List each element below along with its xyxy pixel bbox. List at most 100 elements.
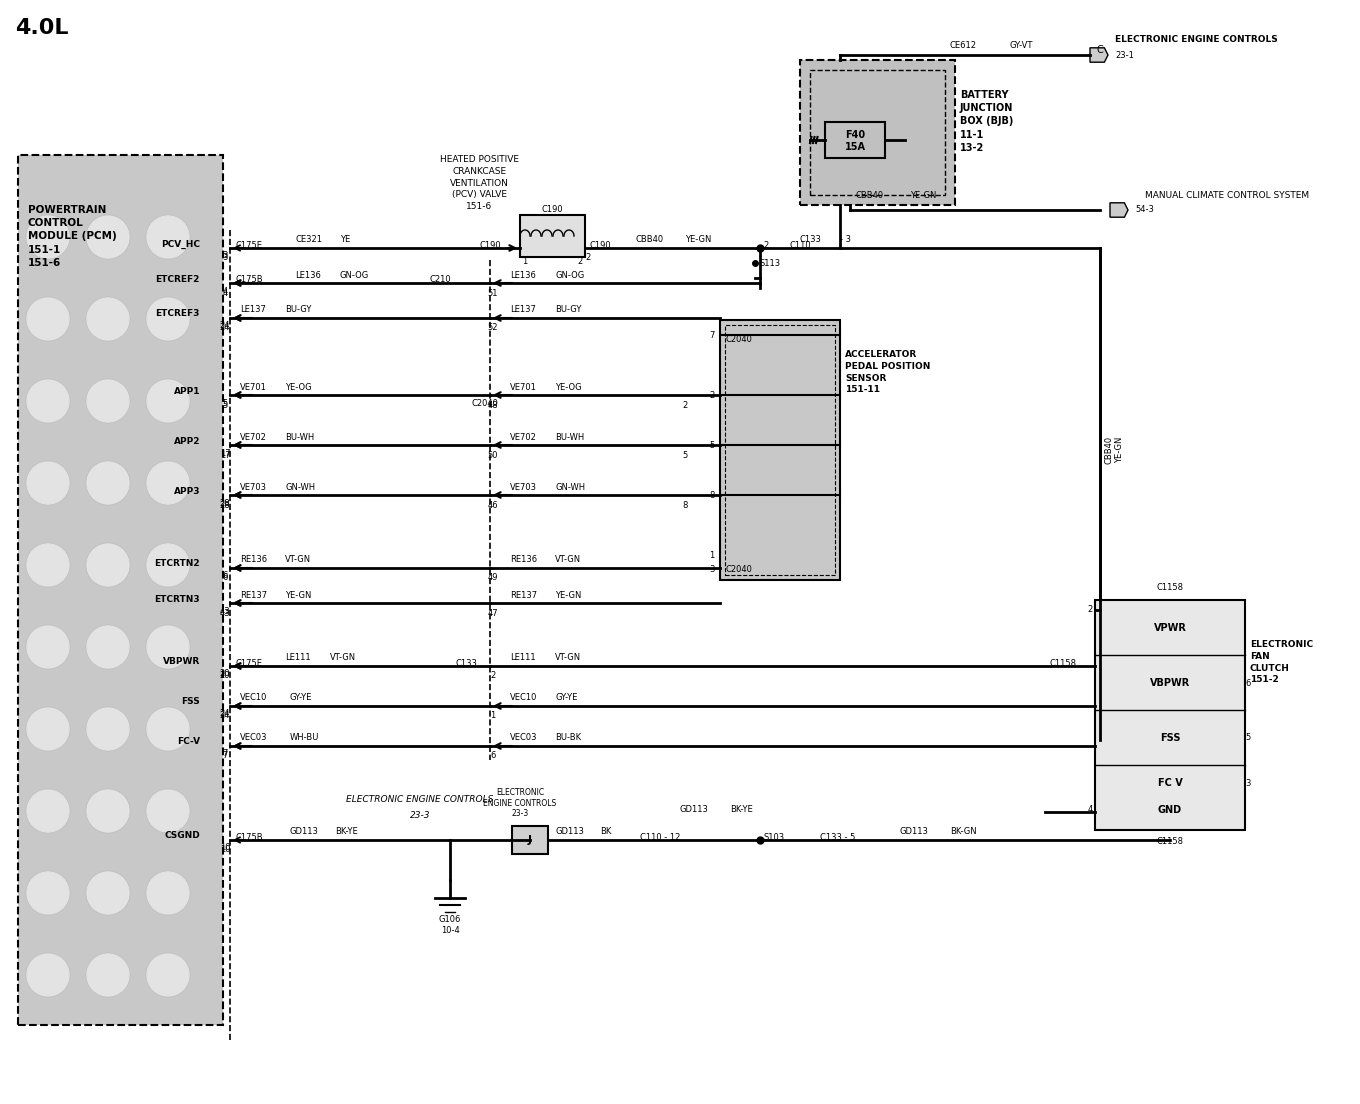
Text: 51: 51 [488, 288, 498, 297]
Text: LE137: LE137 [239, 306, 265, 315]
Text: 6: 6 [222, 573, 227, 583]
Circle shape [146, 543, 190, 587]
Text: MANUAL CLIMATE CONTROL SYSTEM: MANUAL CLIMATE CONTROL SYSTEM [1145, 191, 1310, 200]
Text: VT-GN: VT-GN [555, 654, 581, 662]
Bar [725, 325, 835, 575]
Circle shape [86, 379, 131, 423]
Text: ELECTRONIC
ENGINE CONTROLS
23-3: ELECTRONIC ENGINE CONTROLS 23-3 [483, 788, 556, 818]
Text: 6: 6 [491, 752, 495, 761]
Text: C110 - 12: C110 - 12 [641, 832, 680, 841]
Text: BU-WH: BU-WH [555, 433, 585, 442]
Text: 2: 2 [585, 254, 590, 263]
Text: C1158: C1158 [1156, 584, 1183, 593]
Text: RE136: RE136 [510, 555, 537, 564]
Text: C1158: C1158 [1156, 838, 1183, 847]
Text: 54-3: 54-3 [1136, 205, 1153, 214]
Text: - 3: - 3 [840, 235, 851, 244]
Text: 3: 3 [222, 252, 227, 261]
Text: POWERTRAIN
CONTROL
MODULE (PCM)
151-1
151-6: POWERTRAIN CONTROL MODULE (PCM) 151-1 15… [29, 205, 117, 268]
Text: C133: C133 [456, 658, 477, 668]
Text: LE111: LE111 [286, 654, 310, 662]
Bar [719, 320, 840, 580]
Bar [826, 123, 885, 158]
Text: F40: F40 [845, 130, 865, 140]
Text: ETCRTN2: ETCRTN2 [155, 560, 200, 569]
Text: 7: 7 [222, 752, 227, 761]
Text: BU-WH: BU-WH [286, 433, 314, 442]
Text: YE-GN: YE-GN [910, 191, 937, 200]
Text: CSGND: CSGND [165, 831, 200, 840]
Text: ETCREF2: ETCREF2 [155, 275, 200, 284]
Text: WH-BU: WH-BU [290, 733, 320, 743]
Text: VT-GN: VT-GN [555, 555, 581, 564]
Circle shape [86, 215, 131, 259]
Circle shape [26, 461, 69, 505]
Text: FSS: FSS [1160, 733, 1180, 743]
Text: CBB40: CBB40 [1104, 436, 1114, 464]
Bar [800, 60, 955, 205]
Text: 24: 24 [220, 321, 230, 330]
Circle shape [146, 379, 190, 423]
Circle shape [26, 543, 69, 587]
Circle shape [26, 871, 69, 915]
Text: VBPWR: VBPWR [1149, 678, 1190, 688]
Circle shape [146, 707, 190, 751]
Text: C133: C133 [800, 235, 821, 244]
Text: 24: 24 [220, 323, 230, 332]
Text: ETCRTN3: ETCRTN3 [155, 594, 200, 604]
Text: ETCREF3: ETCREF3 [155, 309, 200, 318]
Circle shape [146, 625, 190, 669]
Text: 43: 43 [220, 606, 230, 616]
Text: 24: 24 [220, 710, 230, 719]
Text: APP3: APP3 [174, 487, 200, 496]
Text: ACCELERATOR
PEDAL POSITION
SENSOR
151-11: ACCELERATOR PEDAL POSITION SENSOR 151-11 [845, 350, 930, 394]
Polygon shape [1089, 47, 1108, 62]
Text: 3: 3 [1246, 778, 1251, 787]
Text: 1: 1 [491, 711, 495, 721]
Circle shape [26, 215, 69, 259]
Text: 17: 17 [220, 448, 230, 457]
Text: VE703: VE703 [239, 482, 267, 491]
Text: FSS: FSS [181, 698, 200, 707]
Text: C210: C210 [430, 276, 452, 285]
Text: S103: S103 [763, 832, 785, 841]
Text: 17: 17 [220, 450, 230, 459]
Text: C190: C190 [590, 241, 612, 250]
Text: BK-YE: BK-YE [730, 806, 752, 815]
Text: VT-GN: VT-GN [286, 555, 311, 564]
Text: VT-GN: VT-GN [330, 654, 356, 662]
Text: 8: 8 [683, 500, 688, 510]
Text: C110: C110 [790, 241, 812, 250]
Text: APP2: APP2 [174, 436, 200, 446]
Bar [520, 215, 585, 257]
Text: BATTERY
JUNCTION
BOX (BJB)
11-1
13-2: BATTERY JUNCTION BOX (BJB) 11-1 13-2 [960, 91, 1013, 152]
Bar [811, 70, 945, 195]
Text: 5: 5 [223, 401, 227, 410]
Bar [1095, 599, 1244, 830]
Text: CBB40: CBB40 [855, 191, 883, 200]
Text: 23-1: 23-1 [1115, 51, 1134, 60]
Text: GND: GND [1157, 805, 1182, 815]
Text: BU-GY: BU-GY [555, 306, 581, 315]
Circle shape [26, 789, 69, 834]
Text: RE137: RE137 [510, 591, 537, 599]
Text: FC-V: FC-V [177, 737, 200, 746]
Text: 10: 10 [220, 843, 230, 852]
Text: YE-OG: YE-OG [286, 382, 311, 392]
Text: VE703: VE703 [510, 482, 537, 491]
Text: 20: 20 [220, 671, 230, 680]
Circle shape [26, 625, 69, 669]
Text: LE137: LE137 [510, 306, 536, 315]
Text: GN-WH: GN-WH [286, 482, 316, 491]
Text: GD113: GD113 [680, 806, 709, 815]
Circle shape [26, 379, 69, 423]
Text: GY-VT: GY-VT [1010, 41, 1034, 50]
Text: LE136: LE136 [510, 270, 536, 279]
Circle shape [86, 953, 131, 997]
Text: 24: 24 [220, 711, 230, 721]
Text: VE701: VE701 [239, 382, 267, 392]
Text: 5: 5 [1246, 733, 1251, 743]
Text: 46: 46 [488, 500, 498, 510]
Text: 2: 2 [1088, 605, 1092, 615]
Text: 6: 6 [1246, 679, 1251, 688]
